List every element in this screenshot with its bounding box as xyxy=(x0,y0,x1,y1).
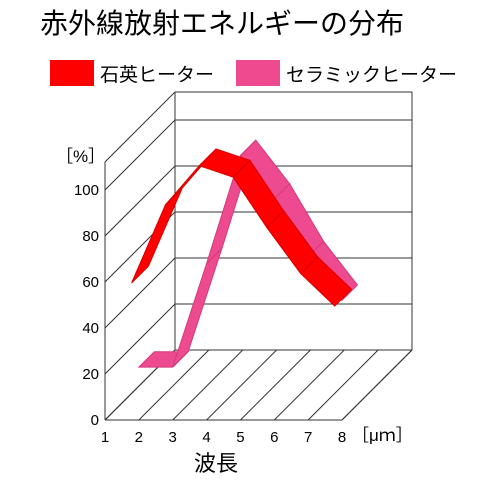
y-tick-label: 0 xyxy=(91,412,99,429)
floor-grid-line xyxy=(138,349,210,421)
x-tick-label: 8 xyxy=(338,429,346,446)
side-grid-line xyxy=(104,165,176,237)
floor-grid-line xyxy=(273,349,345,421)
legend: 石英ヒーター セラミックヒーター xyxy=(50,60,457,86)
x-axis-unit: ［μｍ］ xyxy=(352,426,413,445)
y-tick-label: 80 xyxy=(82,228,99,245)
x-tick-label: 5 xyxy=(236,429,244,446)
legend-label-ceramic: セラミックヒーター xyxy=(286,64,457,86)
x-tick-labels: 1 2 3 4 5 6 7 8 xyxy=(101,429,346,446)
side-top-edge xyxy=(104,91,176,163)
floor-grid-line xyxy=(307,349,379,421)
x-tick-label: 6 xyxy=(270,429,278,446)
legend-swatch-ceramic xyxy=(236,60,280,86)
x-tick-label: 3 xyxy=(169,429,177,446)
x-tick-label: 7 xyxy=(304,429,312,446)
series-quartz xyxy=(131,148,353,307)
floor-grid-line xyxy=(206,349,277,421)
y-tick-labels: 0 20 40 60 80 100 xyxy=(74,182,99,429)
side-grid-line xyxy=(104,119,176,191)
x-tick-label: 4 xyxy=(202,429,210,446)
floor-grid-line xyxy=(240,349,311,421)
legend-swatch-quartz xyxy=(50,60,94,86)
floor-grid-line xyxy=(172,349,244,421)
chart-frame xyxy=(104,91,413,421)
y-tick-label: 100 xyxy=(74,182,99,199)
y-tick-label: 60 xyxy=(82,274,99,291)
ribbon-segment xyxy=(300,256,353,307)
x-tick-label: 2 xyxy=(135,429,143,446)
y-tick-label: 20 xyxy=(82,366,99,383)
chart-title: 赤外線放射エネルギーの分布 xyxy=(40,7,404,40)
ribbon-segment xyxy=(172,247,223,368)
x-tick-label: 1 xyxy=(101,429,109,446)
side-grid-line xyxy=(104,303,176,375)
y-tick-label: 40 xyxy=(82,320,99,337)
y-axis-unit: ［%］ xyxy=(56,147,105,166)
side-grid-line xyxy=(104,257,176,329)
x-axis-label: 波長 xyxy=(194,452,238,477)
legend-label-quartz: 石英ヒーター xyxy=(100,64,214,86)
series-layer xyxy=(131,139,359,368)
floor-grid-line xyxy=(341,349,413,421)
